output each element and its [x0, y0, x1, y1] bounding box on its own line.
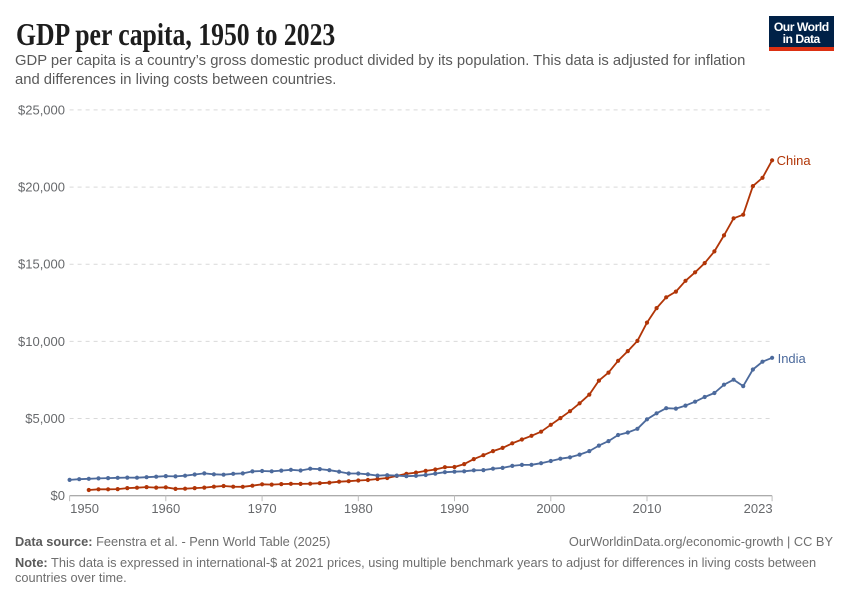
svg-text:1980: 1980 [344, 501, 373, 516]
svg-text:1990: 1990 [440, 501, 469, 516]
svg-text:2010: 2010 [633, 501, 662, 516]
svg-text:1970: 1970 [248, 501, 277, 516]
svg-text:2023: 2023 [744, 501, 773, 516]
svg-text:$20,000: $20,000 [18, 180, 65, 195]
svg-text:$5,000: $5,000 [25, 411, 65, 426]
svg-text:India: India [778, 351, 807, 366]
svg-text:1950: 1950 [70, 501, 99, 516]
svg-text:$0: $0 [51, 488, 65, 503]
svg-text:China: China [777, 153, 812, 168]
svg-text:$15,000: $15,000 [18, 257, 65, 272]
svg-text:$10,000: $10,000 [18, 334, 65, 349]
svg-text:1960: 1960 [151, 501, 180, 516]
svg-text:2000: 2000 [536, 501, 565, 516]
svg-text:$25,000: $25,000 [18, 102, 65, 117]
